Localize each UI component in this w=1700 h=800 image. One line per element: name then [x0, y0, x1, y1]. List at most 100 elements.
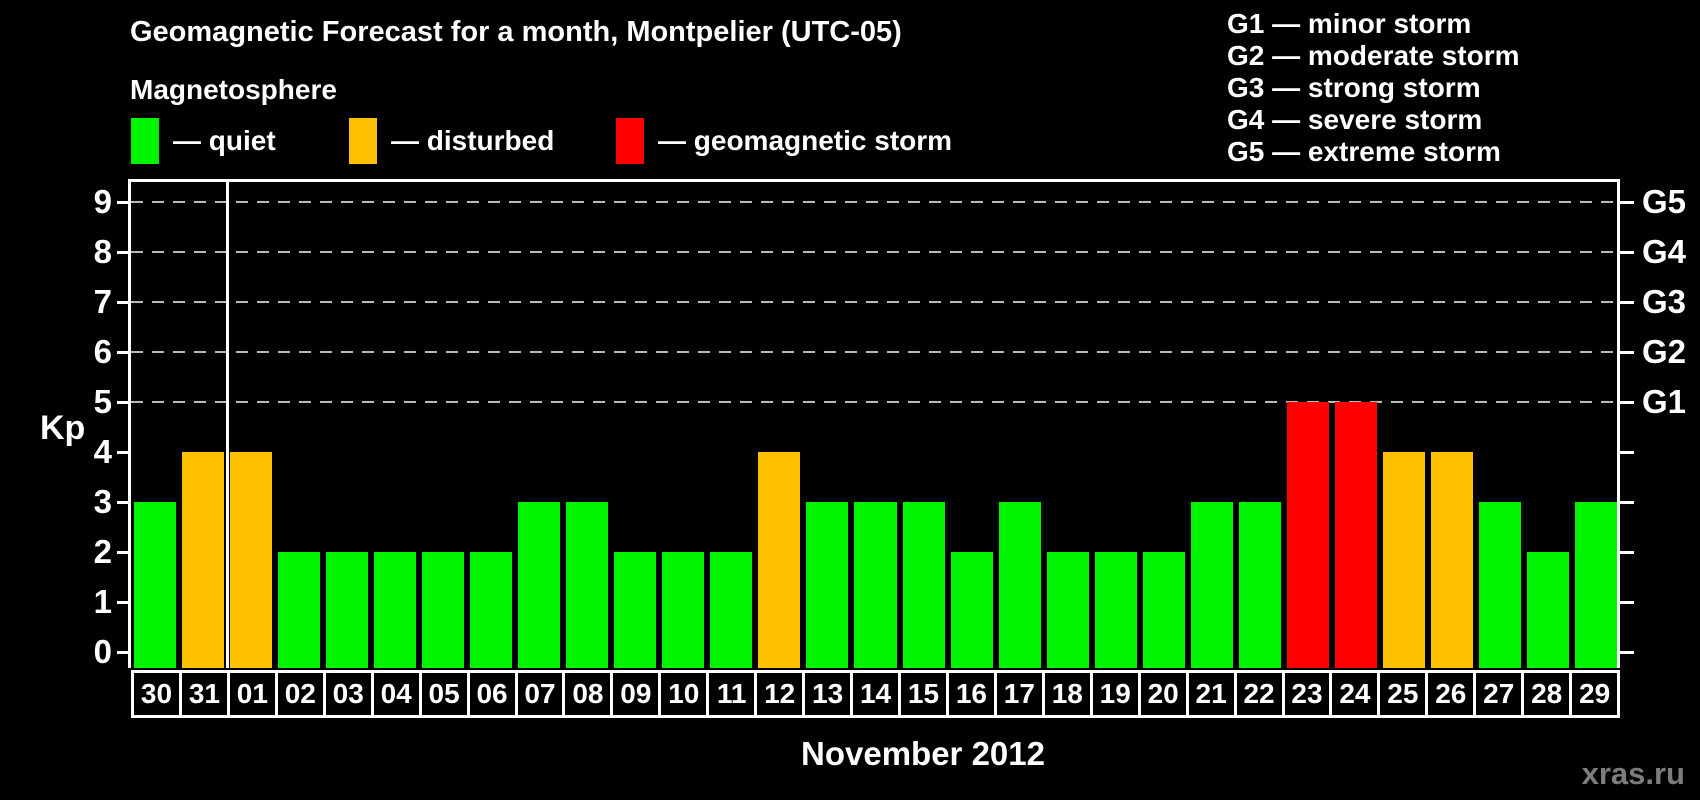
day-label-06: 06: [466, 673, 515, 715]
day-label-23: 23: [1281, 673, 1330, 715]
bar-day-30: [134, 502, 177, 668]
month-divider-line: [225, 182, 229, 668]
left-tick-kp7: [117, 300, 131, 304]
legend-label-storm: — geomagnetic storm: [658, 125, 953, 156]
left-tick-kp5: [117, 400, 131, 404]
plot-area: [131, 182, 1620, 668]
x-axis-day-labels: 30 31 01 02 03 04 05 06 07 08 09 10 11 12 13 14 15 16 17 18…: [131, 670, 1620, 718]
bar-day-17: [998, 502, 1041, 668]
bar-day-07: [518, 502, 561, 668]
day-label-15: 15: [898, 673, 946, 715]
day-label-13: 13: [802, 673, 851, 715]
bar-day-31: [182, 452, 225, 668]
left-tick-kp4: [117, 450, 131, 454]
left-tick-kp9: [117, 200, 131, 204]
bar-day-18: [1046, 552, 1089, 668]
left-tick-kp6: [117, 350, 131, 354]
day-label-05: 05: [418, 673, 467, 715]
right-tick-kp8: [1620, 250, 1634, 254]
bar-day-26: [1430, 452, 1473, 668]
day-label-28: 28: [1521, 673, 1570, 715]
right-axis-label-G5: G5: [1642, 183, 1687, 220]
watermark: xras.ru: [1581, 756, 1685, 791]
right-tick-kp5: [1620, 400, 1634, 404]
gridline-kp9: [131, 201, 1620, 203]
y-tick-label-6: 6: [93, 333, 112, 370]
g-legend-line: G2 — moderate storm: [1227, 40, 1520, 71]
g-legend-line: G4 — severe storm: [1227, 104, 1483, 135]
day-label-30: 30: [134, 673, 179, 715]
y-tick-label-3: 3: [93, 483, 112, 520]
gridline-kp8: [131, 251, 1620, 253]
y-tick-label-5: 5: [93, 383, 112, 420]
magnetosphere-subtitle: Magnetosphere: [130, 74, 337, 105]
bar-day-21: [1190, 502, 1233, 668]
y-axis-title: Kp: [40, 409, 86, 447]
right-tick-kp2: [1620, 550, 1634, 554]
g-scale-legend: G1 — minor storm G2 — moderate storm G3 — …: [1227, 8, 1520, 168]
day-label-04: 04: [370, 673, 419, 715]
day-label-19: 19: [1089, 673, 1138, 715]
gridline-kp7: [131, 301, 1620, 303]
bar-day-03: [326, 552, 369, 668]
legend-label-quiet: — quiet: [173, 125, 276, 156]
day-label-22: 22: [1233, 673, 1282, 715]
day-label-11: 11: [706, 673, 755, 715]
right-axis-line: [1617, 182, 1620, 668]
day-label-31: 31: [178, 673, 227, 715]
day-label-16: 16: [945, 673, 994, 715]
right-tick-kp9: [1620, 200, 1634, 204]
right-tick-kp0: [1620, 650, 1634, 654]
gridline-kp5: [131, 401, 1620, 403]
bar-day-29: [1574, 502, 1617, 668]
bar-day-23: [1286, 402, 1329, 668]
bar-day-24: [1334, 402, 1377, 668]
quiet-color-swatch: [131, 118, 159, 164]
day-label-26: 26: [1425, 673, 1474, 715]
day-label-18: 18: [1041, 673, 1090, 715]
y-tick-label-2: 2: [93, 533, 112, 570]
left-tick-kp3: [117, 500, 131, 504]
gridline-kp6: [131, 351, 1620, 353]
right-axis-label-G1: G1: [1642, 383, 1687, 420]
day-label-02: 02: [274, 673, 323, 715]
day-label-03: 03: [322, 673, 371, 715]
bar-day-13: [806, 502, 849, 668]
left-tick-kp8: [117, 250, 131, 254]
bar-day-28: [1526, 552, 1569, 668]
bar-day-01: [230, 452, 273, 668]
bar-day-11: [710, 552, 753, 668]
day-label-07: 07: [514, 673, 563, 715]
day-label-14: 14: [850, 673, 898, 715]
bar-day-12: [758, 452, 801, 668]
day-label-24: 24: [1329, 673, 1378, 715]
right-tick-kp1: [1620, 600, 1634, 604]
day-label-25: 25: [1377, 673, 1426, 715]
left-tick-kp2: [117, 550, 131, 554]
left-tick-kp1: [117, 600, 131, 604]
y-tick-label-8: 8: [93, 233, 112, 270]
plot-border-top: [128, 179, 1620, 182]
bar-day-05: [422, 552, 465, 668]
right-axis-label-G4: G4: [1642, 233, 1687, 270]
day-label-17: 17: [993, 673, 1042, 715]
legend-item-disturbed: — disturbed: [349, 118, 554, 164]
right-axis-label-G2: G2: [1642, 333, 1687, 370]
bar-day-25: [1382, 452, 1425, 668]
day-label-27: 27: [1473, 673, 1522, 715]
legend-label-disturbed: — disturbed: [391, 125, 555, 156]
right-tick-kp7: [1620, 300, 1634, 304]
bar-day-16: [950, 552, 993, 668]
day-label-29: 29: [1569, 673, 1618, 715]
right-tick-kp4: [1620, 450, 1634, 454]
day-label-12: 12: [754, 673, 803, 715]
bar-day-02: [278, 552, 321, 668]
g-legend-line: G1 — minor storm: [1227, 8, 1472, 39]
y-tick-label-0: 0: [93, 633, 112, 670]
y-tick-label-4: 4: [93, 433, 112, 470]
left-tick-kp0: [117, 650, 131, 654]
y-tick-label-1: 1: [93, 583, 112, 620]
chart-title: Geomagnetic Forecast for a month, Montpe…: [130, 16, 902, 48]
legend-item-quiet: — quiet: [131, 118, 276, 164]
